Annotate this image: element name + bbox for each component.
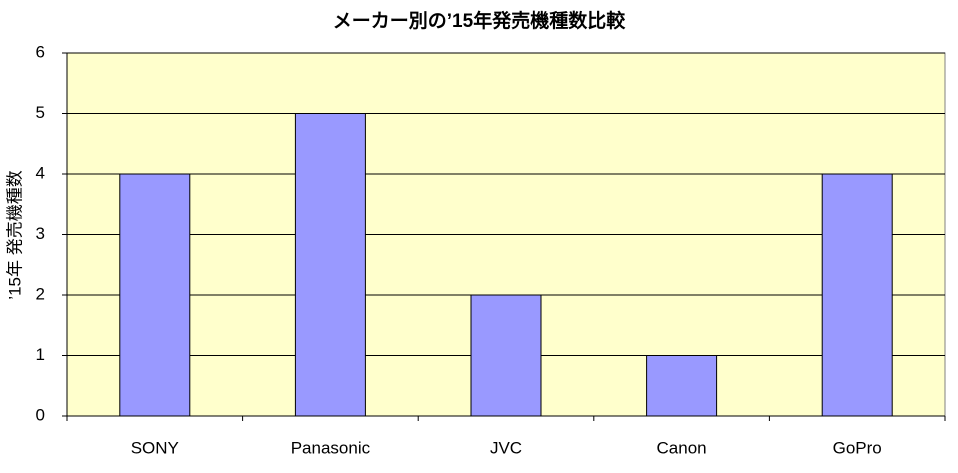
x-tick-label: SONY (131, 438, 179, 457)
bar (821, 173, 893, 417)
bar (294, 113, 366, 417)
bar (119, 173, 191, 417)
y-tick-label: 2 (36, 284, 45, 303)
x-tick-label: Panasonic (291, 438, 371, 457)
bar (646, 355, 718, 417)
y-tick-label: 6 (36, 42, 45, 61)
x-tick-label: Canon (657, 438, 707, 457)
y-tick-label: 0 (36, 405, 45, 424)
x-tick-label: GoPro (833, 438, 882, 457)
x-tick-label: JVC (490, 438, 522, 457)
chart-title: メーカー別の’15年発売機種数比較 (333, 9, 626, 32)
y-tick-label: 4 (36, 163, 45, 182)
y-tick-label: 3 (36, 224, 45, 243)
y-tick-label: 1 (36, 345, 45, 364)
y-axis-label: ’15年 発売機種数 (5, 170, 24, 299)
bar (470, 294, 542, 417)
y-tick-label: 5 (36, 103, 45, 122)
